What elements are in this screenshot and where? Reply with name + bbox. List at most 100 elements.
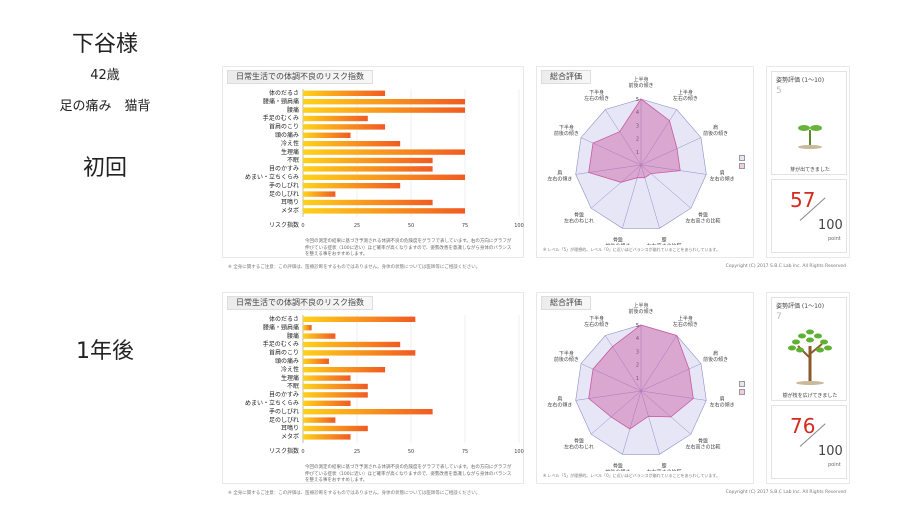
patient-name: 下谷様 xyxy=(71,32,138,57)
category-label: 腰痛 xyxy=(287,106,299,114)
score-box: 57 100 point xyxy=(771,179,847,253)
risk-bar xyxy=(303,157,433,164)
category-label: 不眠 xyxy=(287,383,299,390)
risk-bar xyxy=(303,191,336,197)
category-label: 首肩のこり xyxy=(269,123,299,131)
posture-caption: 芽が出てきました xyxy=(790,167,830,173)
radar-chart: 1 2 3 4 5 上半身前後の傾き上半身左右の傾き肩前後の傾き肩左右の傾き骨盤左右高さの… xyxy=(547,302,734,471)
patient-info: 下谷様 42歳 足の痛み 猫背 初回 1年後 xyxy=(0,0,210,518)
risk-bar xyxy=(303,174,465,180)
category-label: 足のしびれ xyxy=(269,416,299,424)
radar-spoke xyxy=(622,164,642,229)
category-label: 不眠 xyxy=(287,157,299,164)
category-label: 腰痛・頸肩痛 xyxy=(263,323,299,331)
radar-axis-label: 骨盤左右のねじれ xyxy=(564,438,594,451)
score-unit: point xyxy=(828,462,841,468)
radar-axis-label: 上半身前後の傾き xyxy=(628,76,653,89)
risk-bar xyxy=(303,383,368,390)
radar-spoke xyxy=(622,390,642,455)
posture-box: 姿勢評価 (1〜10) 5 芽が出てきました xyxy=(771,71,847,175)
risk-axis-label: リスク指数 xyxy=(269,221,299,229)
radar-tick-label: 4 xyxy=(636,336,639,342)
radar-axis-label: 骨盤前後の傾き xyxy=(605,237,630,245)
category-label: 手のしびれ xyxy=(269,181,299,189)
radar-spoke xyxy=(580,137,642,166)
visit-label-first: 初回 xyxy=(82,156,127,181)
risk-panel: 日常生活での体調不良のリスク指数 0 25 50 75 100 リスク指数 体のだるさ 腰痛・頸… xyxy=(222,292,524,484)
score-panel: 姿勢評価 (1〜10) 5 芽が出てきました 57 100 point xyxy=(766,66,850,258)
radar-tick-label: 3 xyxy=(636,123,639,129)
risk-description: 今回の測定の結果に基づき予測される体調不良の危険度をグラフで表しています。右の方… xyxy=(305,465,512,483)
radar-chart: 1 2 3 4 5 上半身前後の傾き上半身左右の傾き肩前後の傾き肩左右の傾き骨盤左右高さの… xyxy=(547,76,734,245)
category-label: 手足のむくみ xyxy=(263,340,299,348)
posture-box: 姿勢評価 (1〜10) 7 樹が枝を広げてきました xyxy=(771,297,847,401)
risk-bar xyxy=(303,115,368,122)
radar-spoke xyxy=(640,363,702,392)
radar-note: ※ レベル「5」が理想的。レベル「0」に近いほどバランスが崩れていることをあらわ… xyxy=(543,247,720,252)
x-tick-label: 0 xyxy=(301,223,304,229)
posture-value: 5 xyxy=(776,86,782,96)
x-tick-label: 75 xyxy=(462,449,468,455)
radar-spoke xyxy=(640,390,707,401)
footer-note: ※ 全身に関するご注意：この評価は、医療診断をするものではありません。身体の状態… xyxy=(228,491,481,496)
score-denominator: 100 xyxy=(818,444,843,459)
category-label: めまい・立ちくらみ xyxy=(245,399,299,407)
visit-label-second: 1年後 xyxy=(76,339,134,364)
risk-bar xyxy=(303,333,336,339)
radar-spoke xyxy=(640,164,692,209)
category-label: 頭の痛み xyxy=(275,131,299,139)
risk-bar-chart: 0 25 50 75 100 リスク指数 体のだるさ腰痛・頸肩痛腰痛手足のむくみ首肩のこり頭… xyxy=(245,315,524,455)
posture-title: 姿勢評価 (1〜10) xyxy=(776,77,825,84)
risk-panel-title: 日常生活での体調不良のリスク指数 xyxy=(227,296,373,310)
risk-bar xyxy=(303,141,401,147)
radar-spoke xyxy=(575,164,642,175)
risk-bar xyxy=(303,124,386,130)
radar-spoke xyxy=(640,137,702,166)
posture-caption: 樹が枝を広げてきました xyxy=(782,393,838,399)
x-tick-label: 100 xyxy=(514,223,524,229)
risk-description: 今回の測定の結果に基づき予測される体調不良の危険度をグラフで表しています。右の方… xyxy=(305,239,512,257)
category-label: 体のだるさ xyxy=(269,89,299,97)
radar-axis-label: 肩左右の傾き xyxy=(547,170,572,183)
risk-bar xyxy=(303,392,368,398)
risk-axis-label: リスク指数 xyxy=(269,447,299,455)
risk-bar xyxy=(303,375,351,381)
radar-axis-label: 下半身前後の傾き xyxy=(554,124,579,137)
radar-note: ※ レベル「5」が理想的。レベル「0」に近いほどバランスが崩れていることをあらわ… xyxy=(543,473,720,478)
x-tick-label: 25 xyxy=(354,449,360,455)
radar-value-area xyxy=(588,98,681,183)
risk-bar xyxy=(303,208,465,214)
category-label: 冷え性 xyxy=(281,365,299,373)
radar-spoke xyxy=(605,335,642,392)
radar-axis-label: 骨盤前後の傾き xyxy=(605,463,630,471)
risk-bar xyxy=(303,425,368,432)
radar-legend-ideal xyxy=(739,155,745,161)
radar-axis-label: 骨盤左右のねじれ xyxy=(564,212,594,225)
category-label: 目のかすみ xyxy=(269,166,299,173)
radar-axis-label: 上半身左右の傾き xyxy=(673,315,698,328)
radar-spoke xyxy=(640,390,660,455)
radar-legend-measured xyxy=(739,389,745,395)
radar-tick-label: 2 xyxy=(636,137,639,143)
radar-spoke xyxy=(590,164,642,209)
report-card: 日常生活での体調不良のリスク指数 0 25 50 75 100 リスク指数 体のだるさ 腰痛・頸… xyxy=(222,292,850,498)
category-label: 手足のむくみ xyxy=(263,114,299,122)
radar-axis-label: 骨盤左右高さの比較 xyxy=(685,438,720,451)
x-tick-label: 0 xyxy=(301,449,304,455)
radar-axis-label: 肩左右の傾き xyxy=(547,396,572,409)
radar-spoke xyxy=(640,164,660,229)
footer-note: ※ 全身に関するご注意：この評価は、医療診断をするものではありません。身体の状態… xyxy=(228,265,481,270)
risk-bar xyxy=(303,341,401,348)
x-tick-label: 50 xyxy=(408,223,414,229)
category-label: 耳鳴り xyxy=(281,198,299,206)
category-label: 首肩のこり xyxy=(269,349,299,357)
category-label: 足のしびれ xyxy=(269,190,299,198)
category-label: 頭の痛み xyxy=(275,357,299,365)
risk-bar xyxy=(303,316,416,322)
category-label: めまい・立ちくらみ xyxy=(245,173,299,181)
risk-bar xyxy=(303,434,351,440)
radar-axis-label: 肩前後の傾き xyxy=(703,124,728,137)
radar-spoke xyxy=(640,109,677,166)
x-tick-label: 100 xyxy=(514,449,524,455)
radar-spoke xyxy=(640,335,677,392)
